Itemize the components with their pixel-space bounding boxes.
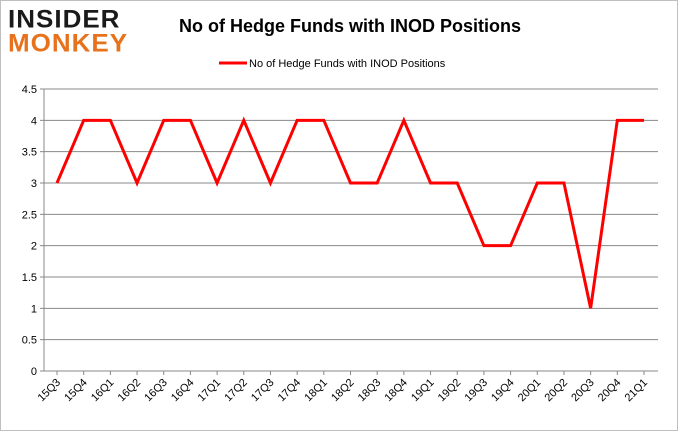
y-tick-label: 4.5 — [22, 84, 37, 96]
x-tick-label: 15Q3 — [36, 377, 64, 405]
series-lines — [55, 116, 645, 309]
y-tick-label: 1.5 — [22, 272, 37, 284]
y-tick-labels: 0 0.5 1 1.5 2 2.5 3 3.5 4 4.5 — [22, 84, 37, 378]
y-tick-label: 4 — [31, 115, 37, 127]
x-tick-label: 16Q2 — [116, 377, 144, 405]
logo-line-insider: INSIDER — [8, 4, 121, 34]
x-tick-label: 17Q3 — [249, 377, 277, 405]
x-tick-label: 21Q1 — [623, 377, 651, 405]
legend: No of Hedge Funds with INOD Positions — [219, 58, 446, 70]
legend-label: No of Hedge Funds with INOD Positions — [249, 58, 446, 70]
chart-title: No of Hedge Funds with INOD Positions — [179, 16, 521, 36]
x-tick-label: 20Q2 — [543, 377, 571, 405]
x-tick-labels: 15Q3 15Q4 16Q1 16Q2 16Q3 16Q4 17Q1 17Q2 17Q3 17Q4… — [36, 377, 651, 405]
x-tick-label: 19Q4 — [489, 377, 517, 405]
y-tick-label: 0 — [31, 366, 37, 378]
insider-monkey-logo: INSIDER MONKEY — [8, 4, 129, 58]
x-tick-label: 19Q1 — [409, 377, 437, 405]
y-tick-label: 2 — [31, 241, 37, 253]
x-tick-label: 16Q4 — [169, 377, 197, 405]
x-tick-label: 17Q1 — [196, 377, 224, 405]
x-tick-label: 17Q4 — [276, 377, 304, 405]
gridlines — [44, 88, 658, 372]
y-tick-label: 3.5 — [22, 147, 37, 159]
x-tick-label: 20Q1 — [516, 377, 544, 405]
x-tick-label: 20Q4 — [596, 377, 624, 405]
x-tick-label: 18Q3 — [356, 377, 384, 405]
y-tick-label: 1 — [31, 303, 37, 315]
logo-line-monkey: MONKEY — [8, 28, 129, 58]
x-tick-label: 16Q1 — [89, 377, 117, 405]
x-tick-label: 19Q2 — [436, 377, 464, 405]
y-tick-label: 2.5 — [22, 209, 37, 221]
axes — [40, 88, 658, 375]
x-tick-label: 18Q4 — [382, 377, 410, 405]
x-tick-label: 15Q4 — [62, 377, 90, 405]
x-tick-label: 19Q3 — [463, 377, 491, 405]
y-tick-label: 3 — [31, 178, 37, 190]
x-tick-label: 18Q2 — [329, 377, 357, 405]
x-tick-label: 18Q1 — [302, 377, 330, 405]
x-tick-label: 17Q2 — [222, 377, 250, 405]
x-tick-label: 16Q3 — [142, 377, 170, 405]
y-tick-label: 0.5 — [22, 335, 37, 347]
x-tick-label: 20Q3 — [569, 377, 597, 405]
